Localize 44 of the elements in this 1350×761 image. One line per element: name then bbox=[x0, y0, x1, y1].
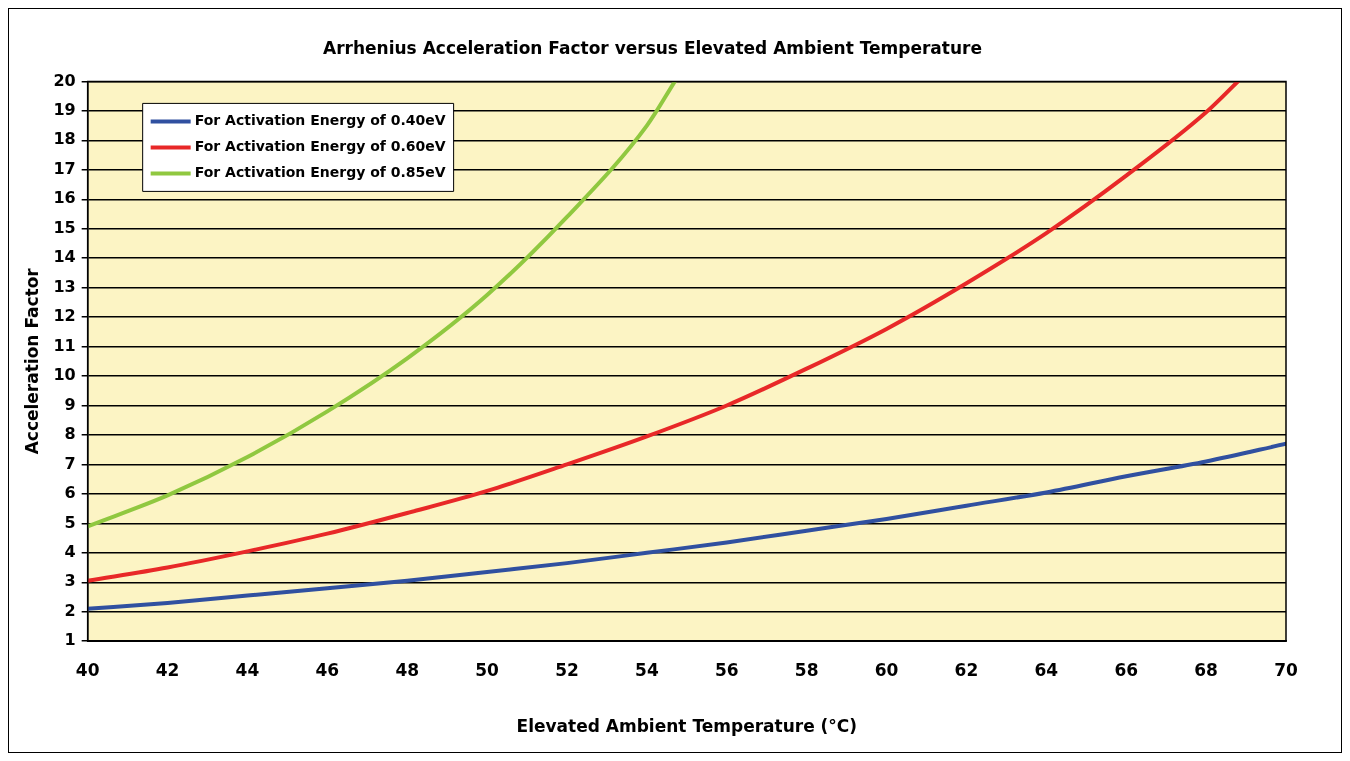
x-tick-label: 48 bbox=[395, 659, 420, 680]
y-tick-label: 18 bbox=[53, 129, 76, 149]
legend-label: For Activation Energy of 0.85eV bbox=[194, 164, 446, 181]
y-tick-label: 6 bbox=[64, 483, 76, 503]
y-tick-label: 16 bbox=[53, 188, 76, 208]
x-tick-label: 62 bbox=[954, 659, 979, 680]
y-axis-title: Acceleration Factor bbox=[21, 267, 42, 455]
x-tick-label: 44 bbox=[235, 659, 260, 680]
y-tick-label: 5 bbox=[64, 512, 76, 532]
x-tick-label: 68 bbox=[1194, 659, 1218, 680]
y-tick-label: 17 bbox=[53, 158, 76, 178]
y-tick-label: 10 bbox=[53, 365, 76, 385]
x-tick-label: 42 bbox=[155, 659, 180, 680]
x-tick-label: 58 bbox=[794, 659, 819, 680]
y-tick-label: 8 bbox=[64, 424, 76, 444]
y-tick-label: 7 bbox=[64, 453, 76, 473]
x-tick-label: 60 bbox=[874, 659, 899, 680]
x-tick-label: 66 bbox=[1114, 659, 1139, 680]
y-tick-label: 9 bbox=[64, 394, 76, 414]
x-tick-label: 64 bbox=[1034, 659, 1059, 680]
x-tick-label: 46 bbox=[315, 659, 340, 680]
line-series bbox=[87, 81, 677, 529]
y-tick-label: 3 bbox=[64, 571, 76, 591]
y-tick-label: 11 bbox=[53, 335, 76, 355]
y-tick-label: 15 bbox=[53, 217, 76, 237]
y-tick-label: 20 bbox=[53, 70, 76, 90]
line-series bbox=[87, 81, 1241, 583]
x-tick-label: 56 bbox=[714, 659, 739, 680]
y-tick-label: 4 bbox=[64, 541, 76, 561]
x-tick-label: 52 bbox=[555, 659, 579, 680]
chart-title: Arrhenius Acceleration Factor versus Elevated Ambient Temperature bbox=[323, 37, 982, 58]
y-tick-label: 13 bbox=[53, 276, 76, 296]
legend-label: For Activation Energy of 0.60eV bbox=[194, 138, 446, 155]
legend-label: For Activation Energy of 0.40eV bbox=[194, 112, 446, 129]
x-axis-title: Elevated Ambient Temperature (°C) bbox=[516, 716, 858, 737]
y-tick-label: 1 bbox=[64, 630, 76, 650]
y-tick-label: 12 bbox=[53, 306, 76, 326]
y-tick-label: 2 bbox=[64, 600, 76, 620]
x-tick-label: 54 bbox=[635, 659, 659, 680]
x-tick-label: 40 bbox=[75, 659, 100, 680]
x-tick-label: 50 bbox=[475, 659, 500, 680]
y-tick-label: 14 bbox=[53, 247, 76, 267]
x-tick-label: 70 bbox=[1274, 659, 1298, 680]
y-tick-label: 19 bbox=[53, 100, 76, 120]
